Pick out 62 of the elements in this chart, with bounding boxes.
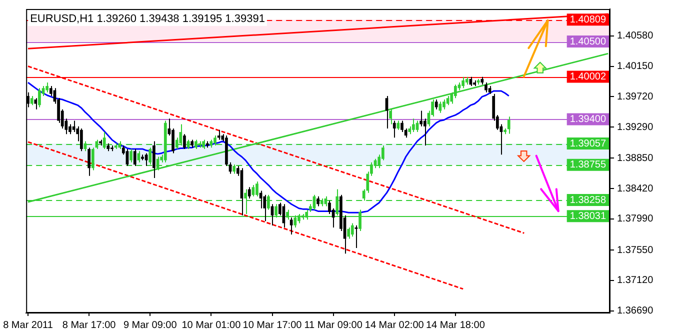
ref-line-label: 1.40500 [570,36,606,48]
ref-line-label: 1.38258 [570,194,606,206]
candlestick [507,116,510,134]
candlestick [316,196,320,207]
candlestick [80,128,83,152]
ref-line-label: 1.38755 [570,160,606,171]
x-tick-label: 8 Mar 2011 [3,320,54,331]
candlestick [183,134,186,150]
ref-line-label: 1.39400 [570,114,606,126]
candlestick [38,88,41,108]
y-tick-label: 1.36690 [617,306,654,317]
candlestick [438,101,442,114]
candlestick [130,148,132,163]
candlestick [133,148,136,166]
chart-title: EURUSD,H1 1.39260 1.39438 1.39195 1.39391 [30,13,265,26]
candlestick [137,150,140,163]
candlestick [252,184,255,197]
candlestick [392,120,396,138]
x-tick-label: 10 Mar 01:00 [182,320,242,331]
candlestick [248,186,251,199]
ref-line-label: 1.39057 [570,138,606,150]
candlestick [462,76,464,89]
x-tick-label: 8 Mar 17:00 [62,320,116,331]
candlestick [88,147,90,176]
candlestick [290,217,293,236]
y-tick-label: 1.40580 [617,30,654,42]
x-tick-label: 14 Mar 18:00 [426,320,486,331]
candlestick [34,98,38,110]
y-tick-label: 1.37120 [617,275,654,286]
candlestick [350,222,354,238]
candlestick [152,140,156,178]
y-tick-label: 1.38420 [617,183,654,194]
candlestick [46,82,49,93]
candlestick [442,98,446,110]
candlestick [144,152,148,166]
y-tick-label: 1.37990 [617,214,654,225]
candlestick [347,226,350,240]
candlestick [263,194,266,222]
candlestick [400,120,404,133]
x-tick-label: 9 Mar 09:00 [123,320,178,331]
ref-line-label: 1.38031 [570,210,606,222]
y-tick-label: 1.37550 [617,244,654,256]
y-tick-label: 1.39720 [617,91,654,102]
candlestick [484,82,488,93]
y-tick-label: 1.38850 [617,152,654,164]
candlestick [420,110,423,127]
y-tick-label: 1.39290 [617,122,654,133]
candlestick [354,224,358,248]
candlestick [217,129,220,140]
candlestick [256,181,258,197]
candlestick [389,108,392,125]
candlestick [270,204,274,226]
ref-line-label: 1.40002 [570,71,606,82]
x-tick-label: 10 Mar 17:00 [242,320,302,331]
ref-line-label: 1.40809 [570,14,606,26]
candlestick [30,95,34,106]
x-tick-label: 11 Mar 09:00 [304,320,363,331]
candlestick [328,200,331,215]
candlestick [434,98,438,110]
y-tick-label: 1.40150 [617,61,654,72]
candlestick [412,118,415,133]
x-tick-label: 14 Mar 02:00 [364,320,424,331]
